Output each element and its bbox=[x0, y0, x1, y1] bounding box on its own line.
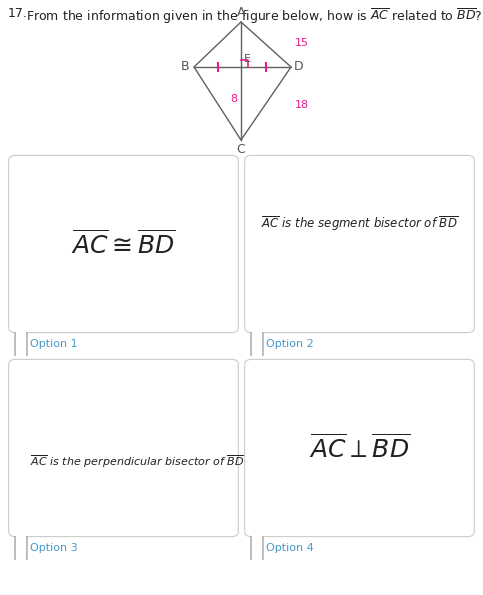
Text: $\overline{AC} \perp \overline{BD}$: $\overline{AC} \perp \overline{BD}$ bbox=[309, 434, 410, 462]
Text: B: B bbox=[180, 61, 189, 74]
Ellipse shape bbox=[251, 492, 263, 595]
FancyBboxPatch shape bbox=[245, 359, 474, 537]
Ellipse shape bbox=[251, 288, 263, 400]
Text: D: D bbox=[294, 61, 304, 74]
FancyBboxPatch shape bbox=[245, 155, 474, 333]
Text: Option 1: Option 1 bbox=[30, 339, 78, 349]
Text: $\overline{AC}$ is the perpendicular bisector of $\overline{BD}$: $\overline{AC}$ is the perpendicular bis… bbox=[30, 453, 245, 470]
Text: Option 4: Option 4 bbox=[266, 543, 314, 553]
Text: E: E bbox=[244, 54, 251, 64]
Text: 17.: 17. bbox=[8, 7, 28, 20]
Text: From the information given in the figure below, how is $\overline{AC}$ related t: From the information given in the figure… bbox=[26, 7, 483, 26]
Ellipse shape bbox=[15, 492, 27, 595]
Text: C: C bbox=[237, 143, 245, 156]
Text: $\overline{AC} \cong \overline{BD}$: $\overline{AC} \cong \overline{BD}$ bbox=[71, 230, 176, 258]
Text: 18: 18 bbox=[295, 101, 309, 111]
Text: Option 2: Option 2 bbox=[266, 339, 314, 349]
Text: $\overline{AC}$ is the segment bisector of $\overline{BD}$: $\overline{AC}$ is the segment bisector … bbox=[261, 214, 458, 233]
Text: Option 3: Option 3 bbox=[30, 543, 78, 553]
FancyBboxPatch shape bbox=[9, 359, 238, 537]
FancyBboxPatch shape bbox=[9, 155, 238, 333]
Ellipse shape bbox=[15, 288, 27, 400]
Text: A: A bbox=[237, 6, 245, 19]
Text: 8: 8 bbox=[230, 95, 237, 105]
Text: 15: 15 bbox=[295, 37, 309, 48]
